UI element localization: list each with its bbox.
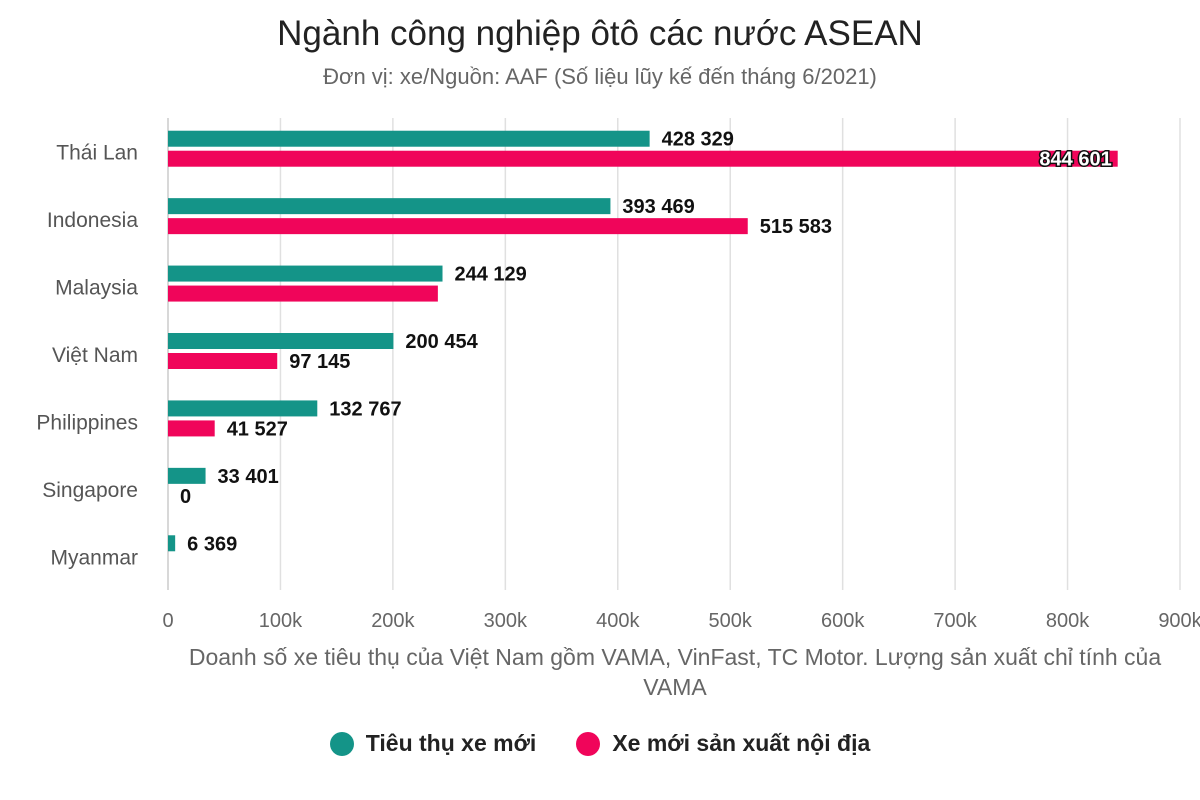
category-label: Philippines: [36, 411, 138, 434]
x-tick-label: 500k: [709, 610, 753, 632]
bar-consumption: [168, 535, 176, 552]
category-label: Malaysia: [55, 277, 138, 300]
legend-label-consumption: Tiêu thụ xe mới: [365, 730, 537, 756]
bar-production: [168, 353, 278, 369]
legend: Tiêu thụ xe mới Xe mới sản xuất nội địa: [0, 730, 1200, 757]
bar-production: [168, 150, 1118, 167]
data-label-production: 515 583: [760, 216, 832, 238]
x-tick-label: 400k: [596, 610, 640, 632]
bar-consumption: [168, 130, 650, 147]
bar-consumption: [168, 333, 394, 349]
legend-item-consumption: Tiêu thụ xe mới: [329, 730, 537, 757]
legend-marker-production: [576, 731, 601, 756]
category-label: Thái Lan: [56, 142, 138, 165]
legend-item-production: Xe mới sản xuất nội địa: [576, 730, 870, 757]
x-tick-label: 600k: [821, 610, 865, 632]
data-label-production: 0: [180, 486, 191, 508]
x-tick-label: 200k: [371, 610, 415, 632]
bar-production: [168, 285, 438, 302]
data-label-consumption: 244 129: [455, 264, 527, 286]
data-label-production: 844 601: [1039, 149, 1111, 171]
data-label-consumption: 132 767: [329, 398, 401, 420]
data-label-production: 41 527: [227, 418, 288, 440]
x-tick-label: 100k: [259, 610, 303, 632]
bar-chart: 0 100k 200k 300k 400k 500k 600k 700k 800k 900k Thá…: [36, 118, 1200, 632]
bar-consumption: [168, 265, 443, 282]
category-label: Singapore: [42, 479, 138, 502]
x-tick-label: 700k: [933, 610, 977, 632]
chart-title: Ngành công nghiệp ôtô các nước ASEAN: [277, 14, 923, 53]
chart-subtitle: Đơn vị: xe/Nguồn: AAF (Số liệu lũy kế đế…: [323, 64, 877, 89]
category-label: Indonesia: [47, 209, 138, 232]
data-label-production: 97 145: [289, 351, 350, 373]
bar-consumption: [168, 467, 206, 484]
data-label-consumption: 393 469: [622, 196, 694, 218]
data-label-consumption: 428 329: [662, 129, 734, 151]
legend-label-production: Xe mới sản xuất nội địa: [612, 730, 871, 756]
data-label-consumption: 200 454: [405, 331, 478, 353]
bar-production: [168, 420, 215, 437]
bar-consumption: [168, 400, 318, 417]
x-axis-label: Doanh số xe tiêu thụ của Việt Nam gồm VA…: [188, 644, 1162, 700]
bar-consumption: [168, 198, 611, 215]
data-label-consumption: 33 401: [218, 466, 279, 488]
x-tick-label: 300k: [484, 610, 528, 632]
data-label-consumption: 6 369: [187, 533, 237, 555]
category-label: Myanmar: [50, 546, 138, 569]
category-label: Việt Nam: [52, 344, 138, 367]
legend-marker-consumption: [329, 731, 354, 756]
x-tick-label: 800k: [1046, 610, 1090, 632]
bar-production: [168, 218, 748, 235]
x-tick-label: 900k: [1158, 610, 1200, 632]
x-tick-label: 0: [162, 610, 173, 632]
